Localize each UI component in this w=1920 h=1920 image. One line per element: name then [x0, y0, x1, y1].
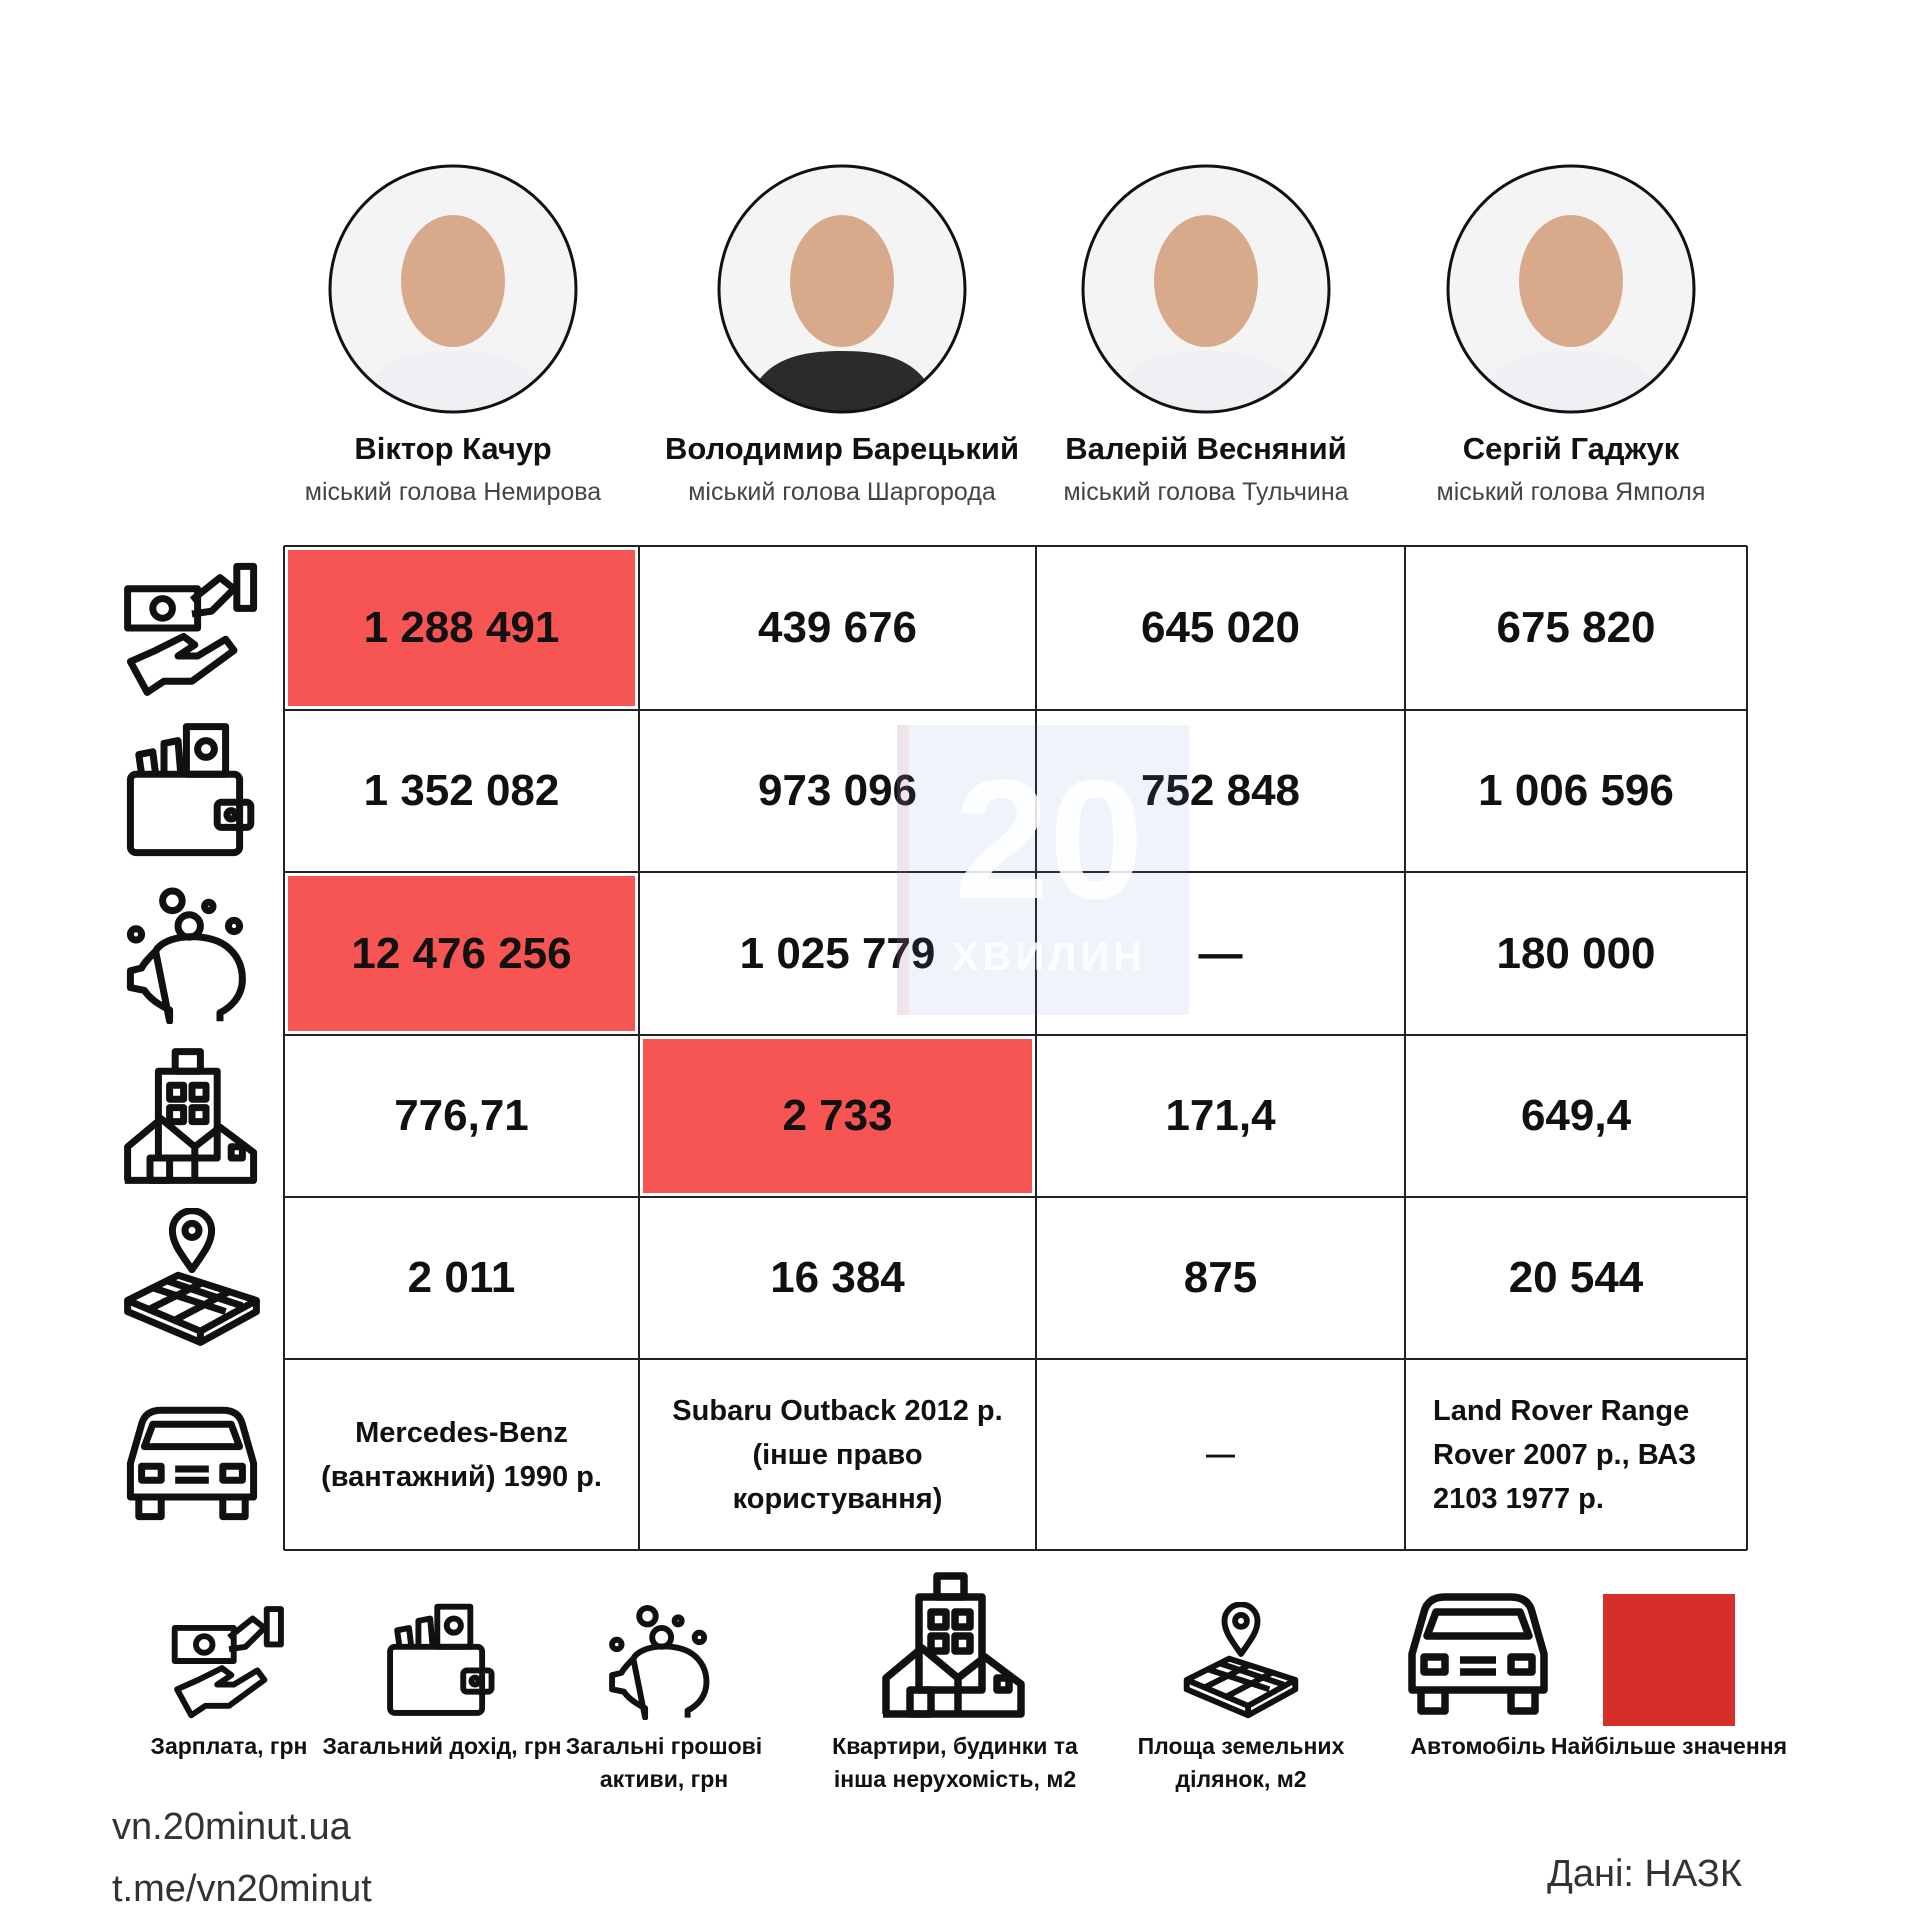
table-cell: —	[1198, 928, 1243, 978]
icon-buildings	[880, 1570, 1030, 1720]
portrait-head	[401, 215, 505, 347]
icon-shape	[612, 1608, 706, 1718]
legend-label: Автомобіль	[1410, 1733, 1546, 1759]
person-name: Сергій Гаджук	[1462, 431, 1680, 466]
portrait	[1081, 164, 1331, 414]
table-cell: 180 000	[1496, 928, 1656, 978]
portrait-image	[719, 166, 965, 412]
icon-buildings	[122, 1046, 262, 1186]
highlight-cell	[288, 550, 635, 706]
legend-label: Зарплата, грн	[150, 1733, 308, 1759]
table-cell: Subaru Outback 2012 р. (інше право корис…	[672, 1394, 1003, 1515]
table-cell: 1 352 082	[363, 766, 560, 815]
table-cell: Land Rover Range Rover 2007 р., ВАЗ 2103…	[1433, 1394, 1697, 1515]
legend-swatch	[1603, 1594, 1735, 1726]
icon-car	[122, 1385, 262, 1525]
icon-wallet	[383, 1602, 501, 1720]
legend-label: Загальний дохід, грн	[322, 1733, 562, 1759]
person-role: міський голова Шаргорода	[688, 478, 996, 506]
icon-salary	[122, 558, 262, 698]
icon-shape	[1412, 1597, 1544, 1711]
table-cell: 12 476 256	[351, 928, 572, 978]
portrait-image	[1083, 166, 1329, 412]
table-cell: 875	[1183, 1253, 1258, 1302]
person-role: міський голова Ямполя	[1436, 478, 1706, 506]
legend-label: Площа земельних ділянок, м2	[1137, 1733, 1345, 1792]
icon-wallet	[122, 721, 262, 861]
table-cell: 752 848	[1140, 766, 1301, 815]
portrait-head	[1519, 215, 1623, 347]
icon-shape	[130, 1410, 253, 1516]
table-cell: Mercedes-Benz (вантажний) 1990 р.	[321, 1416, 602, 1493]
table-cell: 2 011	[407, 1253, 516, 1302]
portrait-frame	[717, 164, 967, 414]
portrait-frame	[1081, 164, 1331, 414]
portrait-head	[790, 215, 894, 347]
highlight-cell	[288, 876, 635, 1031]
icon-shape	[130, 891, 242, 1021]
icon-piggy	[122, 884, 262, 1024]
portrait-frame	[328, 164, 578, 414]
icon-land	[1182, 1602, 1300, 1720]
icon-shape	[128, 566, 254, 692]
person-name: Віктор Качур	[354, 431, 552, 466]
data-source: Дані: НАЗК	[1547, 1853, 1742, 1895]
portrait-frame	[1446, 164, 1696, 414]
table-cell: 1 025 779	[739, 928, 936, 978]
table-cell: 1 288 491	[363, 603, 560, 652]
icon-shape	[390, 1607, 491, 1713]
footer-link: t.me/vn20minut	[112, 1868, 372, 1910]
table-cell: 1 006 596	[1478, 766, 1674, 815]
table-cell: 16 384	[770, 1253, 905, 1302]
portrait	[717, 164, 967, 414]
table-cell: 776,71	[394, 1091, 529, 1140]
table-cell: 649,4	[1520, 1091, 1632, 1140]
icon-shape	[130, 727, 250, 853]
portrait-head	[1154, 215, 1258, 347]
portrait-image	[1448, 166, 1694, 412]
table-cell: 2 733	[782, 1091, 893, 1140]
person-name: Володимир Барецький	[664, 431, 1020, 466]
icon-salary	[170, 1602, 288, 1720]
table-cell: 171,4	[1165, 1091, 1276, 1140]
table-cell: 20 544	[1508, 1253, 1644, 1302]
icon-shape	[128, 1211, 257, 1343]
icon-shape	[1187, 1604, 1296, 1715]
icon-piggy	[605, 1602, 723, 1720]
legend-label: Квартири, будинки та інша нерухомість, м…	[832, 1733, 1078, 1792]
person-name: Валерій Весняний	[1065, 431, 1347, 466]
legend-label: Найбільше значення	[1550, 1733, 1788, 1759]
person-role: міський голова Тульчина	[1063, 478, 1349, 506]
highlight-cell	[643, 1039, 1032, 1193]
icon-car	[1403, 1570, 1553, 1720]
icon-shape	[125, 1052, 254, 1181]
legend-label: Загальні грошові активи, грн	[565, 1733, 763, 1792]
table-cell: 675 820	[1496, 603, 1656, 652]
table-cell: —	[1206, 1438, 1235, 1471]
icon-shape	[883, 1576, 1021, 1714]
portrait	[328, 164, 578, 414]
table-cell: 439 676	[757, 603, 918, 652]
portrait-image	[330, 166, 576, 412]
icon-shape	[175, 1609, 281, 1715]
table-cell: 973 096	[757, 766, 918, 815]
footer-link: vn.20minut.ua	[112, 1806, 351, 1848]
portrait	[1446, 164, 1696, 414]
person-role: міський голова Немирова	[304, 478, 602, 506]
table-cell: 645 020	[1140, 603, 1301, 652]
icon-land	[122, 1208, 262, 1348]
